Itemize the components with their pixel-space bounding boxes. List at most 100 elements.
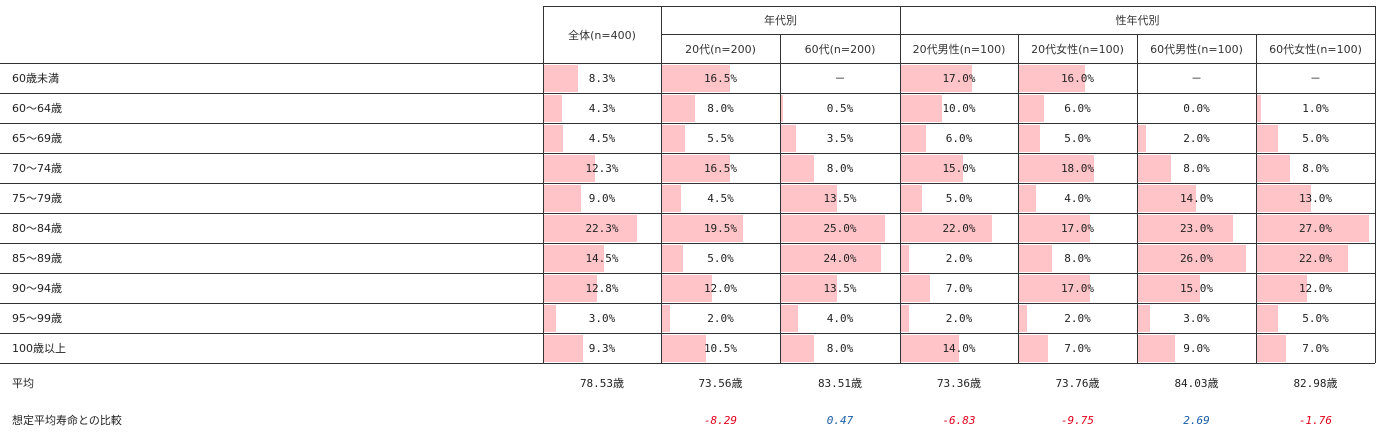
- header-total: 全体(n=400): [568, 28, 636, 42]
- data-bar: [1138, 155, 1172, 182]
- cell-value: 3.0%: [588, 311, 616, 325]
- data-bar: [901, 95, 943, 122]
- cell-value: 2.0%: [707, 311, 734, 325]
- cell-value: 12.3%: [585, 161, 619, 175]
- cell-value: 16.5%: [703, 71, 738, 85]
- data-bar: [1138, 245, 1246, 272]
- cell-value: 9.3%: [588, 341, 616, 355]
- cell-value: 8.0%: [1183, 161, 1210, 175]
- data-bar: [901, 215, 993, 242]
- data-bar: [544, 215, 637, 242]
- average-value: 73.36歳: [936, 377, 982, 390]
- row-label: 70～74歳: [12, 162, 62, 175]
- data-bar: [1138, 215, 1234, 242]
- cell-value: 26.0%: [1179, 251, 1214, 265]
- cell-value: 17.0%: [1060, 221, 1095, 235]
- row-divider: [0, 153, 1375, 154]
- column-divider: [1018, 34, 1019, 363]
- data-bar: [544, 245, 605, 272]
- data-bar: [1138, 185, 1197, 212]
- data-bar: [662, 155, 731, 182]
- data-bar: [901, 335, 960, 362]
- comparison-value: 0.47: [826, 413, 854, 427]
- cell-value: 8.0%: [1064, 251, 1091, 265]
- row-divider: [0, 333, 1375, 334]
- cell-value: 2.0%: [945, 251, 973, 265]
- cell-value: 13.5%: [823, 281, 857, 295]
- cell-value: 5.0%: [1064, 131, 1091, 145]
- cell-value: 12.0%: [703, 281, 738, 295]
- cell-value: 5.0%: [1302, 311, 1329, 325]
- cell-value: 22.0%: [1298, 251, 1333, 265]
- average-value: 73.56歳: [698, 377, 743, 390]
- data-bar: [544, 185, 582, 212]
- data-bar: [662, 185, 681, 212]
- header-top-border: [543, 6, 1375, 7]
- column-header: 20代男性(n=100): [912, 42, 1006, 56]
- cell-value: 9.0%: [588, 191, 616, 205]
- row-divider: [0, 123, 1375, 124]
- cell-value: 14.0%: [1179, 191, 1214, 205]
- data-bar: [1019, 125, 1040, 152]
- data-bar: [662, 215, 743, 242]
- cell-value: 25.0%: [823, 221, 857, 235]
- column-header: 20代(n=200): [685, 42, 756, 56]
- data-bar: [1257, 215, 1369, 242]
- cell-value: 4.0%: [1064, 191, 1091, 205]
- header-age-group: 年代別: [764, 14, 797, 27]
- data-bar: [781, 125, 796, 152]
- cell-value: 17.0%: [1060, 281, 1095, 295]
- data-bar: [901, 305, 910, 332]
- data-bar: [544, 335, 583, 362]
- cell-value: 4.0%: [826, 311, 854, 325]
- data-bar: [662, 95, 696, 122]
- data-bar: [662, 275, 712, 302]
- row-label: 85～89歳: [12, 252, 62, 265]
- row-label: 60～64歳: [12, 102, 62, 115]
- data-bar: [544, 125, 563, 152]
- row-divider: [0, 213, 1375, 214]
- row-label: 90～94歳: [12, 282, 62, 295]
- cell-value: 2.0%: [945, 311, 973, 325]
- cell-value: 7.0%: [1064, 341, 1091, 355]
- average-value: 83.51歳: [817, 377, 863, 390]
- cell-value: 22.0%: [942, 221, 976, 235]
- comparison-value: -6.83: [942, 413, 976, 427]
- column-header: 20代女性(n=100): [1031, 42, 1124, 56]
- column-header: 60代女性(n=100): [1269, 42, 1362, 56]
- data-bar: [901, 185, 922, 212]
- cell-value: －: [834, 72, 846, 85]
- cell-value: 0.0%: [1183, 101, 1210, 115]
- cell-value: 8.3%: [588, 71, 616, 85]
- cell-value: 23.0%: [1179, 221, 1214, 235]
- data-bar: [1257, 95, 1262, 122]
- data-bar: [1019, 65, 1086, 92]
- column-divider: [1375, 6, 1376, 363]
- column-header: 60代(n=200): [804, 42, 876, 56]
- data-bar: [781, 305, 798, 332]
- data-bar: [781, 335, 815, 362]
- data-bar: [544, 65, 579, 92]
- row-label: 100歳以上: [12, 342, 66, 355]
- data-bar: [901, 275, 931, 302]
- cell-value: 14.5%: [585, 251, 619, 265]
- data-bar: [1257, 335, 1287, 362]
- data-bar: [1138, 275, 1201, 302]
- cell-value: 15.0%: [942, 161, 976, 175]
- data-bar: [662, 305, 671, 332]
- data-bar: [662, 125, 685, 152]
- cell-value: 13.5%: [823, 191, 857, 205]
- average-label: 平均: [12, 377, 34, 390]
- cell-value: 5.0%: [1302, 131, 1329, 145]
- data-bar: [544, 95, 562, 122]
- column-divider: [780, 34, 781, 363]
- cell-value: 5.5%: [707, 131, 734, 145]
- data-bar: [544, 275, 598, 302]
- cell-value: 22.3%: [585, 221, 619, 235]
- cell-value: 18.0%: [1060, 161, 1095, 175]
- data-bar: [1138, 305, 1151, 332]
- cell-value: 10.0%: [942, 101, 976, 115]
- column-divider: [900, 6, 901, 363]
- data-bar: [1019, 215, 1090, 242]
- cell-value: 8.0%: [826, 161, 854, 175]
